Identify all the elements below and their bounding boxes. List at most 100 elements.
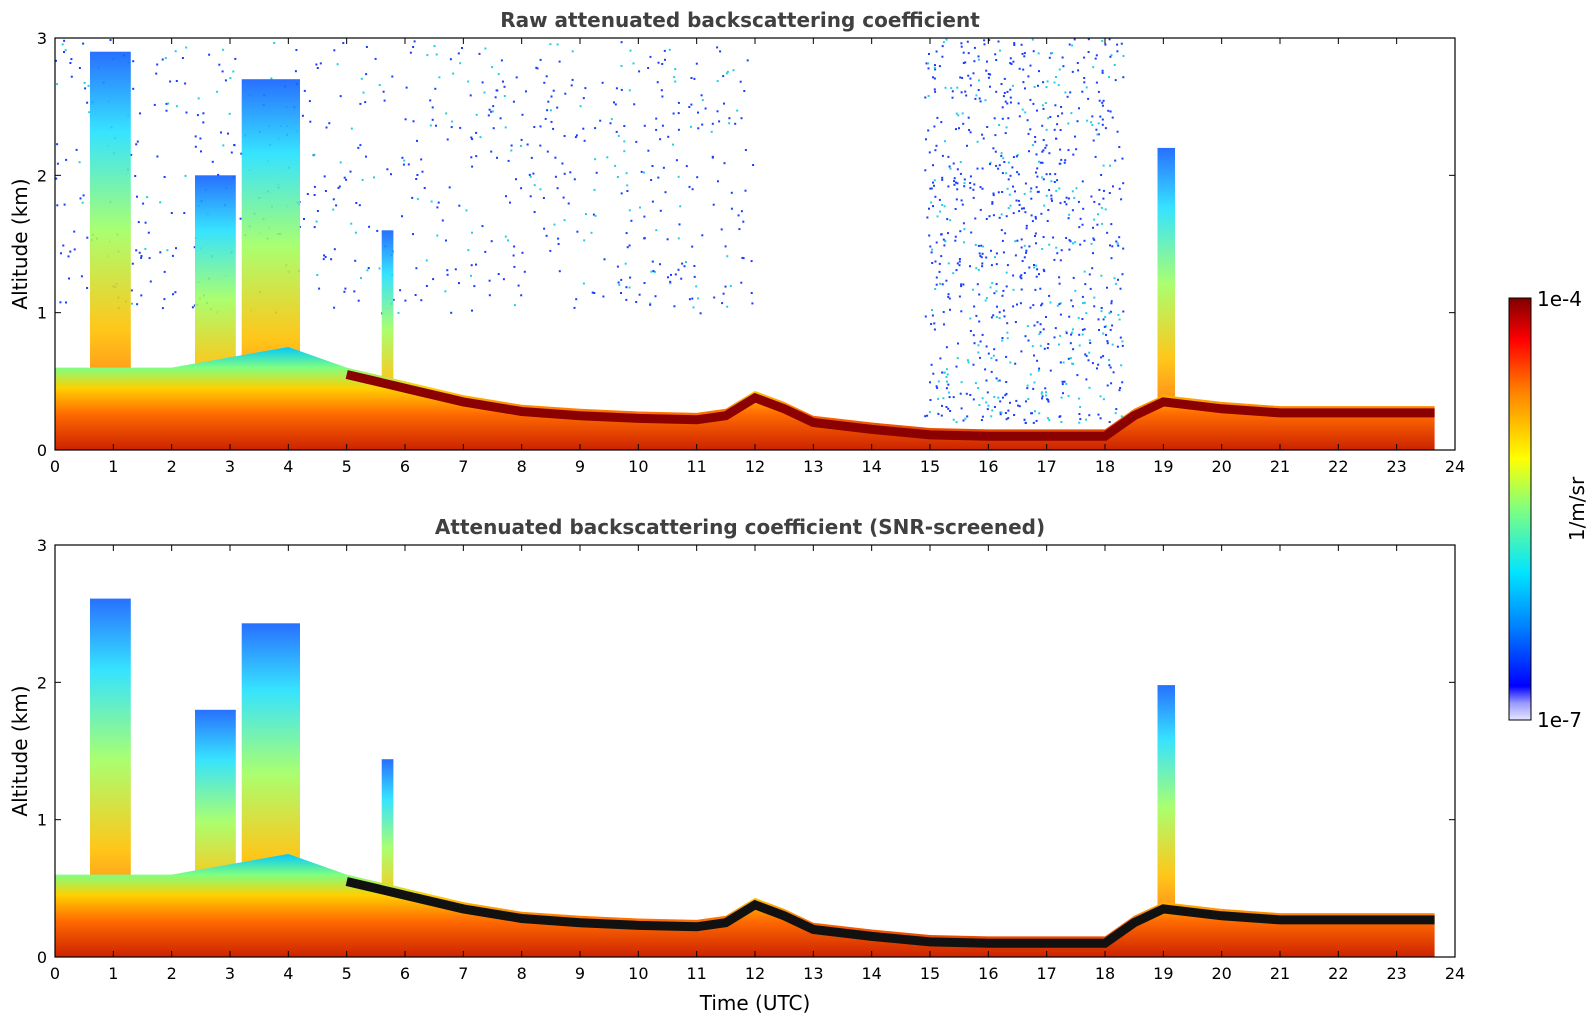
noise-speckle	[1064, 91, 1067, 94]
noise-speckle	[657, 176, 660, 179]
noise-speckle	[989, 73, 992, 76]
noise-speckle	[65, 301, 67, 304]
noise-speckle	[163, 176, 166, 178]
noise-speckle	[1089, 287, 1092, 290]
noise-speckle	[1024, 335, 1027, 338]
noise-speckle	[496, 89, 499, 92]
noise-speckle	[635, 140, 638, 143]
noise-speckle	[355, 202, 358, 204]
noise-speckle	[1028, 245, 1031, 248]
noise-speckle	[503, 95, 506, 97]
noise-speckle	[491, 110, 494, 113]
noise-speckle	[1005, 271, 1008, 274]
noise-speckle	[674, 80, 677, 83]
noise-speckle	[584, 87, 587, 90]
noise-speckle	[967, 74, 970, 77]
noise-speckle	[958, 258, 961, 260]
noise-speckle	[1083, 56, 1086, 59]
noise-speckle	[1091, 124, 1094, 126]
colorbar-min-label: 1e-7	[1537, 708, 1582, 732]
noise-speckle	[138, 251, 141, 254]
noise-speckle	[942, 238, 945, 241]
noise-speckle	[1063, 161, 1066, 164]
noise-speckle	[1056, 304, 1059, 307]
noise-speckle	[718, 120, 721, 123]
noise-speckle	[1108, 364, 1111, 367]
noise-speckle	[148, 257, 151, 260]
noise-speckle	[1106, 384, 1109, 387]
noise-speckle	[191, 306, 194, 309]
noise-speckle	[134, 175, 137, 177]
noise-speckle	[487, 114, 490, 117]
noise-speckle	[603, 258, 606, 261]
noise-speckle	[1007, 117, 1010, 120]
noise-speckle	[1012, 305, 1015, 308]
noise-speckle	[533, 184, 536, 187]
noise-speckle	[986, 408, 989, 411]
noise-speckle	[617, 134, 620, 137]
noise-speckle	[1071, 209, 1074, 212]
noise-speckle	[62, 244, 65, 247]
noise-speckle	[977, 89, 980, 91]
noise-speckle	[563, 219, 566, 222]
noise-speckle	[473, 285, 476, 288]
noise-speckle	[972, 334, 975, 337]
noise-speckle	[1034, 232, 1037, 235]
noise-speckle	[270, 77, 273, 80]
noise-speckle	[1023, 244, 1026, 247]
noise-speckle	[1060, 158, 1063, 161]
noise-speckle	[557, 243, 560, 245]
noise-speckle	[1099, 115, 1102, 118]
noise-speckle	[929, 381, 931, 384]
noise-speckle	[650, 179, 653, 181]
noise-speckle	[936, 386, 939, 389]
noise-speckle	[504, 126, 507, 129]
noise-speckle	[1121, 344, 1124, 347]
noise-speckle	[998, 379, 1001, 382]
noise-speckle	[1071, 70, 1074, 73]
noise-speckle	[504, 235, 507, 238]
noise-speckle	[1069, 342, 1072, 345]
noise-speckle	[1004, 412, 1007, 414]
noise-speckle	[426, 54, 429, 57]
noise-speckle	[1000, 411, 1003, 414]
noise-speckle	[1012, 156, 1015, 159]
noise-speckle	[677, 175, 680, 178]
noise-speckle	[977, 268, 980, 271]
noise-speckle	[991, 201, 994, 204]
noise-speckle	[529, 175, 532, 178]
noise-speckle	[1023, 418, 1026, 421]
noise-speckle	[136, 303, 139, 306]
noise-speckle	[475, 113, 478, 116]
noise-speckle	[1110, 382, 1113, 385]
noise-speckle	[1110, 54, 1113, 57]
noise-speckle	[742, 257, 745, 260]
noise-speckle	[1108, 312, 1111, 315]
noise-speckle	[1031, 345, 1034, 348]
noise-speckle	[1117, 313, 1120, 316]
x-tick-label: 3	[225, 964, 235, 983]
noise-speckle	[737, 214, 740, 217]
noise-speckle	[945, 346, 948, 349]
noise-speckle	[1026, 325, 1029, 328]
noise-speckle	[1033, 354, 1035, 357]
noise-speckle	[1023, 256, 1026, 259]
noise-speckle	[978, 97, 981, 100]
noise-speckle	[1000, 213, 1003, 216]
noise-speckle	[973, 46, 976, 49]
noise-speckle	[1121, 340, 1124, 343]
noise-speckle	[1025, 251, 1027, 254]
noise-speckle	[941, 371, 944, 374]
noise-speckle	[975, 267, 978, 270]
noise-speckle	[510, 149, 513, 152]
noise-speckle	[1089, 342, 1092, 344]
noise-speckle	[425, 285, 428, 287]
noise-speckle	[1022, 68, 1025, 71]
noise-speckle	[1091, 267, 1094, 270]
noise-speckle	[1045, 128, 1048, 131]
noise-speckle	[945, 376, 948, 378]
noise-speckle	[1007, 409, 1010, 412]
noise-speckle	[931, 248, 934, 251]
noise-speckle	[974, 97, 977, 100]
noise-speckle	[153, 103, 156, 106]
